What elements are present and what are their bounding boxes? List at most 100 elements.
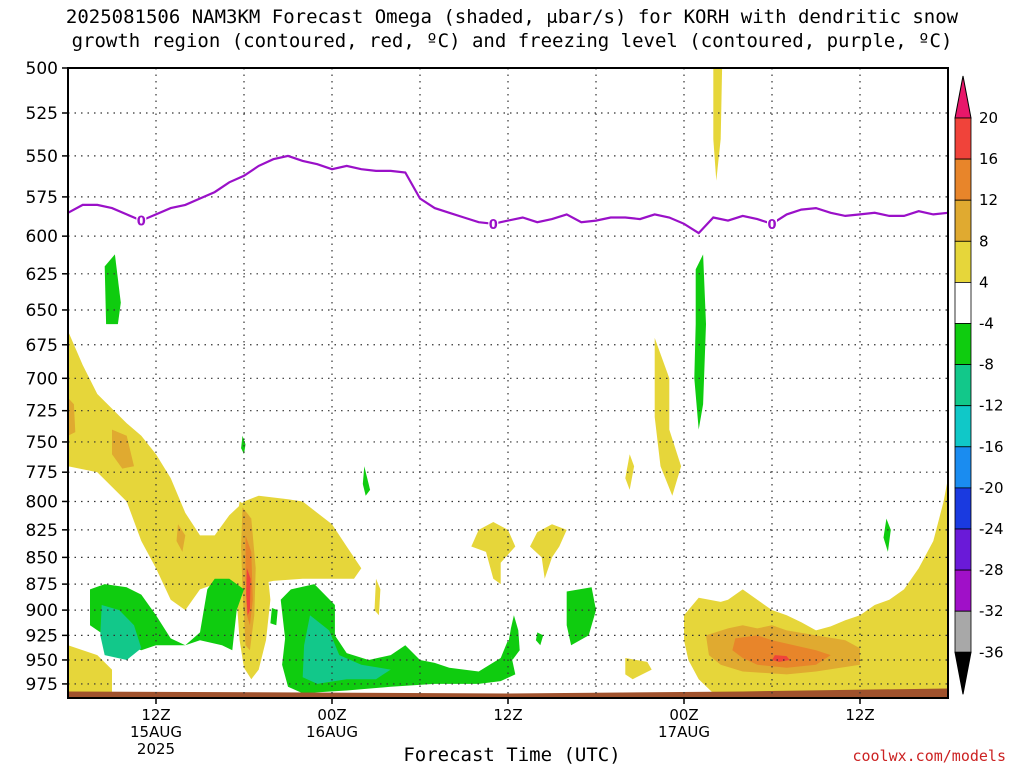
omega-region-19 [772, 655, 790, 662]
colorbar-bin [954, 405, 972, 448]
x-tick-label: 2025 [137, 740, 175, 758]
omega-region-32 [302, 615, 391, 684]
y-tick-label: 775 [26, 463, 58, 483]
x-tick-label: 16AUG [306, 723, 358, 741]
x-tick-label: 15AUG [130, 723, 182, 741]
y-tick-label: 850 [26, 548, 58, 568]
freezing-level-label-bg [767, 215, 777, 232]
plot-area [68, 68, 948, 698]
colorbar-label: -8 [979, 356, 994, 374]
omega-region-0 [68, 331, 362, 611]
freezing-level-label-bg [488, 215, 499, 232]
x-tick-label: 12Z [141, 706, 170, 724]
colorbar: 20 16 12 8 4 -4 -8 -12 -16 -20 -24 -28 -32 -36 [954, 75, 1004, 695]
colorbar-bin [954, 610, 972, 653]
colorbar-label: -16 [979, 438, 1004, 456]
colorbar-bin [954, 281, 972, 324]
y-tick-label: 500 [26, 59, 58, 79]
grid-lines [68, 67, 948, 698]
omega-region-8 [246, 568, 251, 616]
colorbar-label: -12 [979, 397, 1004, 415]
colorbar-label: -28 [979, 561, 1004, 579]
y-tick-label: 925 [26, 626, 58, 646]
colorbar-bin [954, 528, 972, 571]
x-tick-label: 00Z [669, 706, 698, 724]
colorbar-label: -4 [979, 315, 994, 333]
y-tick-label: 950 [26, 651, 58, 671]
y-tick-label: 700 [26, 369, 58, 389]
omega-region-10 [530, 524, 567, 579]
y-tick-label: 875 [26, 575, 58, 595]
colorbar-bin [954, 487, 972, 530]
y-tick-label: 900 [26, 601, 58, 621]
colorbar-label: -32 [979, 602, 1004, 620]
y-tick-label: 750 [26, 433, 58, 453]
colorbar-label: -24 [979, 520, 1004, 538]
colorbar-bin [954, 199, 972, 242]
omega-region-30 [535, 632, 544, 646]
freezing-level-label: 0 [767, 218, 776, 233]
freezing-level-label: 0 [489, 218, 498, 233]
omega-region-3 [68, 397, 76, 436]
colorbar-bin [954, 240, 972, 283]
y-tick-label: 825 [26, 521, 58, 541]
omega-region-14 [713, 68, 723, 181]
omega-region-12 [625, 454, 635, 490]
omega-region-28 [883, 518, 891, 552]
x-tick-label: 12Z [493, 706, 522, 724]
colorbar-label: -20 [979, 479, 1004, 497]
omega-region-26 [241, 435, 246, 455]
colorbar-label: 12 [979, 191, 998, 209]
omega-region-25 [270, 608, 278, 626]
colorbar-arrow-top [954, 75, 972, 119]
colorbar-label: 4 [979, 273, 989, 291]
colorbar-bin [954, 117, 972, 160]
chart-title-line2: growth region (contoured, red, ºC) and f… [71, 30, 953, 52]
colorbar-arrow-bottom [954, 651, 972, 695]
colorbar-bin [954, 158, 972, 201]
y-tick-label: 525 [26, 104, 58, 124]
omega-region-13 [374, 578, 381, 616]
omega-region-2 [112, 429, 134, 469]
y-tick-label: 975 [26, 675, 58, 695]
colorbar-label: 8 [979, 232, 989, 250]
omega-region-9 [471, 522, 516, 585]
chart-title-line1: 2025081506 NAM3KM Forecast Omega (shaded… [65, 6, 959, 28]
y-tick-label: 600 [26, 227, 58, 247]
omega-shading [68, 68, 948, 694]
omega-region-24 [694, 254, 706, 430]
colorbar-bin [954, 364, 972, 407]
omega-region-15 [625, 658, 652, 680]
freezing-level-label: 0 [137, 215, 146, 230]
omega-region-4 [176, 524, 186, 552]
y-tick-label: 725 [26, 402, 58, 422]
y-axis: 500 525 550 575 600 625 650 675 700 725 750 775 800 8… [26, 59, 68, 695]
omega-region-31 [100, 605, 142, 660]
credit-text[interactable]: coolwx.com/models [852, 747, 1006, 765]
colorbar-bin [954, 569, 972, 612]
y-tick-label: 625 [26, 265, 58, 285]
x-tick-label: 17AUG [658, 723, 710, 741]
y-tick-label: 800 [26, 492, 58, 512]
omega-region-23 [566, 587, 596, 646]
y-tick-label: 650 [26, 301, 58, 321]
freezing-level-line [67, 154, 949, 235]
surface-band [68, 688, 948, 698]
colorbar-label: -36 [979, 643, 1004, 661]
omega-region-29 [508, 615, 520, 660]
omega-region-1 [68, 645, 112, 694]
omega-region-18 [732, 635, 831, 668]
y-tick-label: 575 [26, 188, 58, 208]
colorbar-label: 16 [979, 150, 998, 168]
colorbar-bin [954, 323, 972, 365]
omega-region-27 [362, 466, 371, 496]
omega-region-11 [654, 337, 682, 496]
colorbar-label: 20 [979, 109, 998, 127]
omega-region-20 [104, 254, 121, 325]
freezing-level-label-bg [136, 212, 147, 229]
y-tick-label: 550 [26, 147, 58, 167]
colorbar-bin [954, 446, 972, 489]
x-tick-label: 12Z [845, 706, 874, 724]
